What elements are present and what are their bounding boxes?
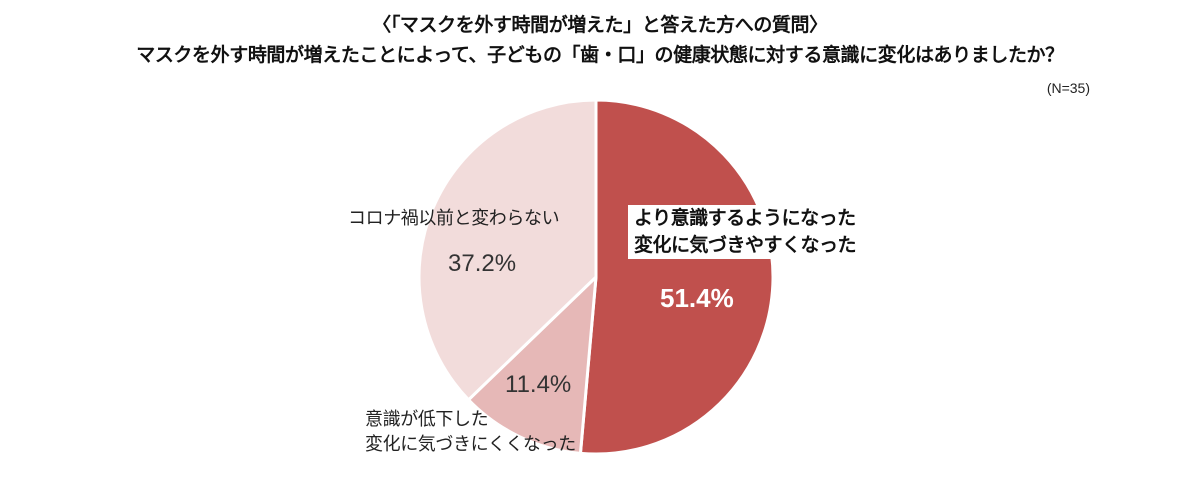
pie-slice-less-aware — [467, 275, 598, 455]
slice-label-unchanged: コロナ禍以前と変わらない — [348, 208, 560, 229]
pie-slices — [417, 98, 775, 456]
pie-slice-unchanged — [417, 98, 598, 402]
slice-label-less-aware-line1: 意識が低下した — [365, 409, 489, 430]
slice-value-unchanged: 37.2% — [448, 250, 517, 277]
chart-title-line1: 〈「マスクを外す時間が増えた」と答えた方への質問〉 — [372, 14, 828, 36]
slice-label-more-aware-line2: 変化に気づきやすくなった — [634, 234, 857, 256]
slice-label-less-aware-line2: 変化に気づきにくくなった — [365, 434, 576, 455]
slice-value-less-aware: 11.4% — [505, 371, 572, 398]
chart-title-line2: マスクを外す時間が増えたことによって、子どもの「歯・口」の健康状態に対する意識に… — [136, 44, 1064, 66]
slice-label-less-aware: 意識が低下した 変化に気づきにくくなった — [365, 407, 576, 457]
slice-label-more-aware: より意識するようになった 変化に気づきやすくなった — [628, 205, 863, 259]
slice-label-more-aware-line1: より意識するようになった — [634, 207, 856, 229]
pie-slice-more-aware — [578, 98, 775, 456]
sample-size-note: (N=35) — [1046, 80, 1090, 96]
slice-value-more-aware: 51.4% — [660, 283, 734, 313]
